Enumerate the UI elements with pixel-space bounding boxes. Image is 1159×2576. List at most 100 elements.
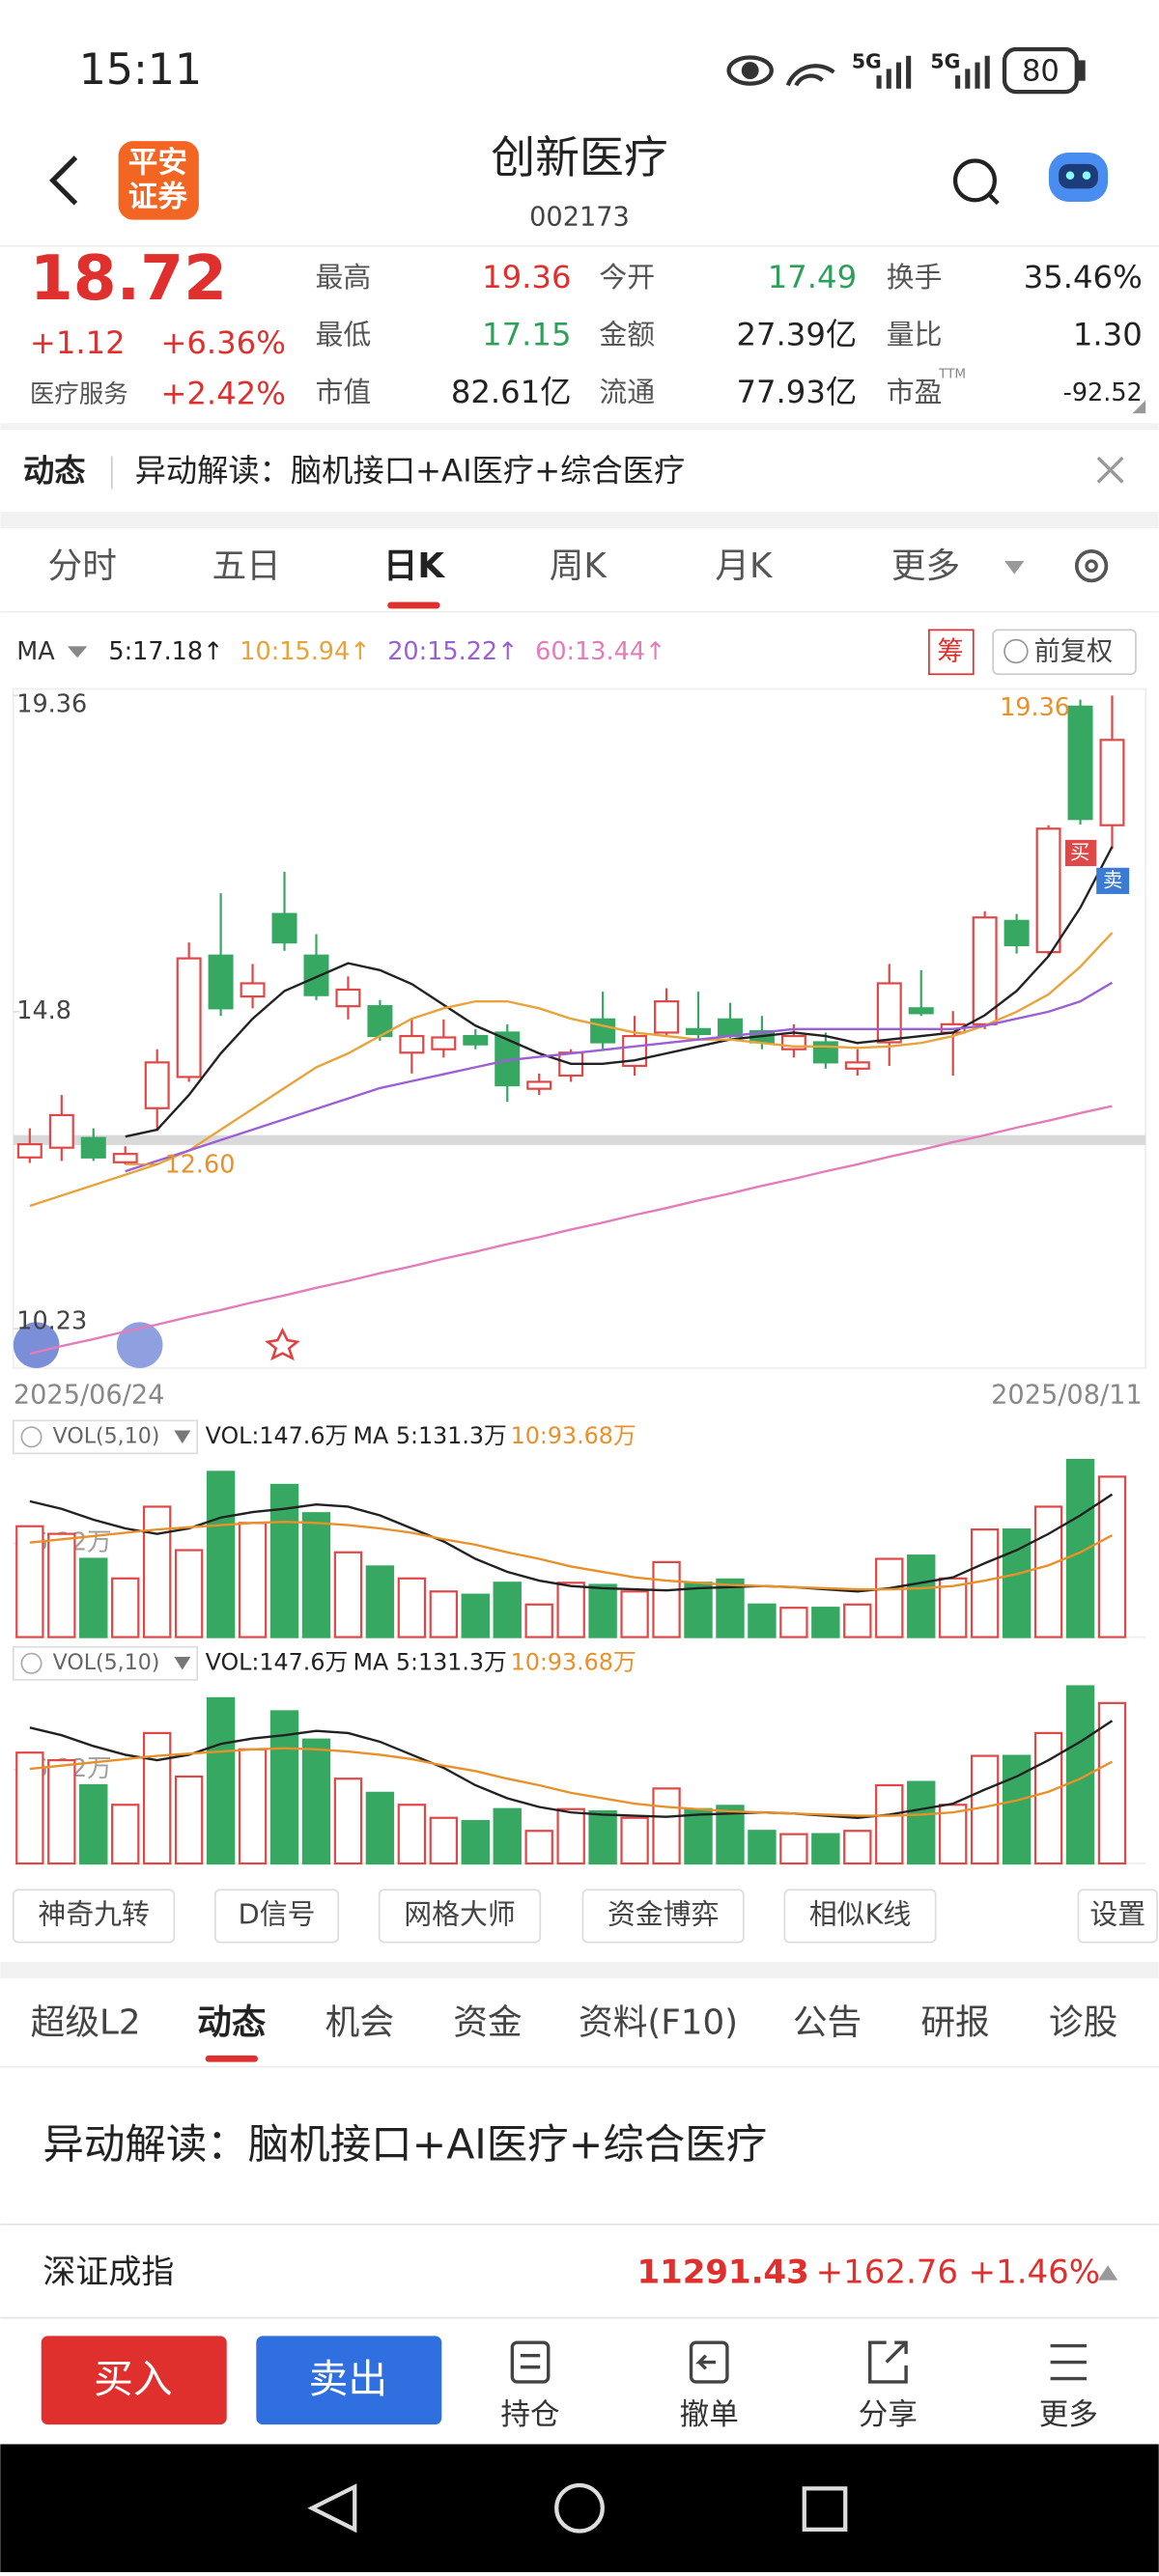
detail-tab[interactable]: 研报 <box>920 2003 989 2043</box>
assistant-icon[interactable] <box>1048 153 1109 202</box>
field-label: 换手 <box>887 261 943 294</box>
volume-bar <box>47 1532 76 1638</box>
stock-code: 002173 <box>529 202 630 232</box>
tool-label[interactable]: 网格大师 <box>404 1897 516 1930</box>
tool-button[interactable] <box>581 1889 745 1944</box>
index-name: 深证成指 <box>42 2253 174 2291</box>
expand-button[interactable] <box>13 1322 60 1368</box>
fullscreen-button[interactable] <box>116 1322 163 1368</box>
sell-label[interactable]: 卖出 <box>309 2356 388 2402</box>
volume-bar <box>15 1751 44 1865</box>
indicator-selector[interactable] <box>13 1645 198 1681</box>
volume-bar <box>174 1549 204 1638</box>
volume-bar <box>47 1758 76 1865</box>
chart-tab[interactable]: 分时 <box>48 546 117 586</box>
close-button[interactable] <box>1096 456 1124 484</box>
chart-tab[interactable]: 五日 <box>212 546 280 586</box>
candle-body <box>112 1153 138 1163</box>
action-label[interactable]: 更多 <box>1039 2398 1098 2432</box>
price-change: +1.12 <box>30 324 126 361</box>
settings-button[interactable] <box>1074 548 1109 583</box>
detail-tab[interactable]: 动态 <box>197 2003 267 2043</box>
volume-bar <box>142 1731 172 1865</box>
volume-bar <box>1002 1754 1032 1865</box>
candle-body <box>16 1143 42 1159</box>
candle-body <box>972 916 998 1025</box>
nav-back[interactable] <box>307 2483 357 2534</box>
candle-body <box>399 1034 425 1054</box>
tool-button[interactable] <box>213 1889 340 1944</box>
detail-tab[interactable]: 诊股 <box>1049 2003 1117 2043</box>
dropdown-arrow <box>174 1430 191 1444</box>
buy-text: 买 <box>1070 840 1089 863</box>
tool-label[interactable]: D信号 <box>239 1897 316 1930</box>
candle-body <box>717 1018 743 1038</box>
chart-tab[interactable]: 周K <box>550 546 608 586</box>
field-value: 77.93亿 <box>736 374 857 410</box>
detail-tab[interactable]: 资金 <box>453 2003 522 2043</box>
status-icons <box>726 46 1086 95</box>
volume-bar <box>588 1583 617 1638</box>
volume-bar <box>684 1582 713 1638</box>
volume-bar <box>111 1804 140 1865</box>
tool-button[interactable] <box>1077 1889 1158 1944</box>
legend-entry: 10:93.68万 <box>511 1648 636 1675</box>
candles <box>16 695 1125 1356</box>
volume-bar <box>365 1565 395 1638</box>
action-label[interactable]: 分享 <box>859 2398 918 2432</box>
event-marker <box>265 1328 300 1361</box>
index-value: 11291.43 <box>636 2253 808 2291</box>
nav-recent[interactable] <box>802 2486 848 2532</box>
plot-frame <box>13 687 1146 1369</box>
candle-body <box>271 912 297 944</box>
back-button[interactable] <box>49 155 78 206</box>
field-value: 27.39亿 <box>736 316 857 352</box>
detail-tab[interactable]: 机会 <box>325 2003 394 2043</box>
headline[interactable]: 异动解读：脑机接口+AI医疗+综合医疗 <box>42 2121 767 2169</box>
chip-button[interactable] <box>928 629 975 676</box>
field-label: 最低 <box>315 318 371 350</box>
detail-tab[interactable]: 资料(F10) <box>579 2003 738 2043</box>
sell-button[interactable] <box>256 2336 442 2425</box>
tool-label[interactable]: 设置 <box>1089 1897 1145 1930</box>
nav-bar <box>0 2444 1159 2572</box>
candle-body <box>176 957 202 1078</box>
tool-label[interactable]: 神奇九转 <box>38 1897 150 1930</box>
detail-tab[interactable]: 超级L2 <box>31 2003 141 2043</box>
tool-button[interactable] <box>378 1889 542 1944</box>
tool-button[interactable] <box>13 1889 176 1944</box>
detail-tab[interactable]: 公告 <box>793 2003 862 2043</box>
candle-body <box>208 954 234 1010</box>
tool-label[interactable]: 相似K线 <box>809 1897 912 1930</box>
tool-label[interactable]: 资金博弈 <box>608 1897 720 1930</box>
volume-bar <box>206 1696 236 1865</box>
logo-text: 证券 <box>128 181 188 214</box>
adjust-button[interactable] <box>992 629 1137 676</box>
volume-bar <box>524 1830 553 1865</box>
sector-change: +2.42% <box>160 375 286 411</box>
chart-tab[interactable]: 月K <box>715 546 774 586</box>
volume-bar <box>461 1593 490 1638</box>
candle-body <box>80 1136 106 1159</box>
tool-button[interactable] <box>783 1889 937 1944</box>
buy-button[interactable] <box>41 2336 227 2425</box>
volume-bar <box>1097 1475 1127 1638</box>
action-label[interactable]: 撤单 <box>680 2398 739 2432</box>
news-text[interactable]: 异动解读：脑机接口+AI医疗+综合医疗 <box>135 452 686 489</box>
volume-bar <box>333 1551 363 1638</box>
buy-label[interactable]: 买入 <box>94 2356 173 2402</box>
chart-tab[interactable]: 日K <box>383 546 446 586</box>
volume-bar <box>111 1577 140 1638</box>
chip-label[interactable]: 筹 <box>937 637 963 667</box>
action-label[interactable]: 持仓 <box>500 2398 559 2432</box>
adjust-label[interactable]: 前复权 <box>1034 637 1114 667</box>
chart-tab[interactable]: 更多 <box>891 546 960 586</box>
volume-bar <box>748 1830 777 1865</box>
indicator-selector[interactable] <box>13 1419 198 1455</box>
nav-home[interactable] <box>554 2482 605 2534</box>
search-button[interactable] <box>952 158 997 203</box>
candle-body <box>144 1061 170 1109</box>
volume-bar <box>811 1833 840 1865</box>
volume-bar <box>301 1738 331 1865</box>
settings-center <box>1085 559 1098 573</box>
